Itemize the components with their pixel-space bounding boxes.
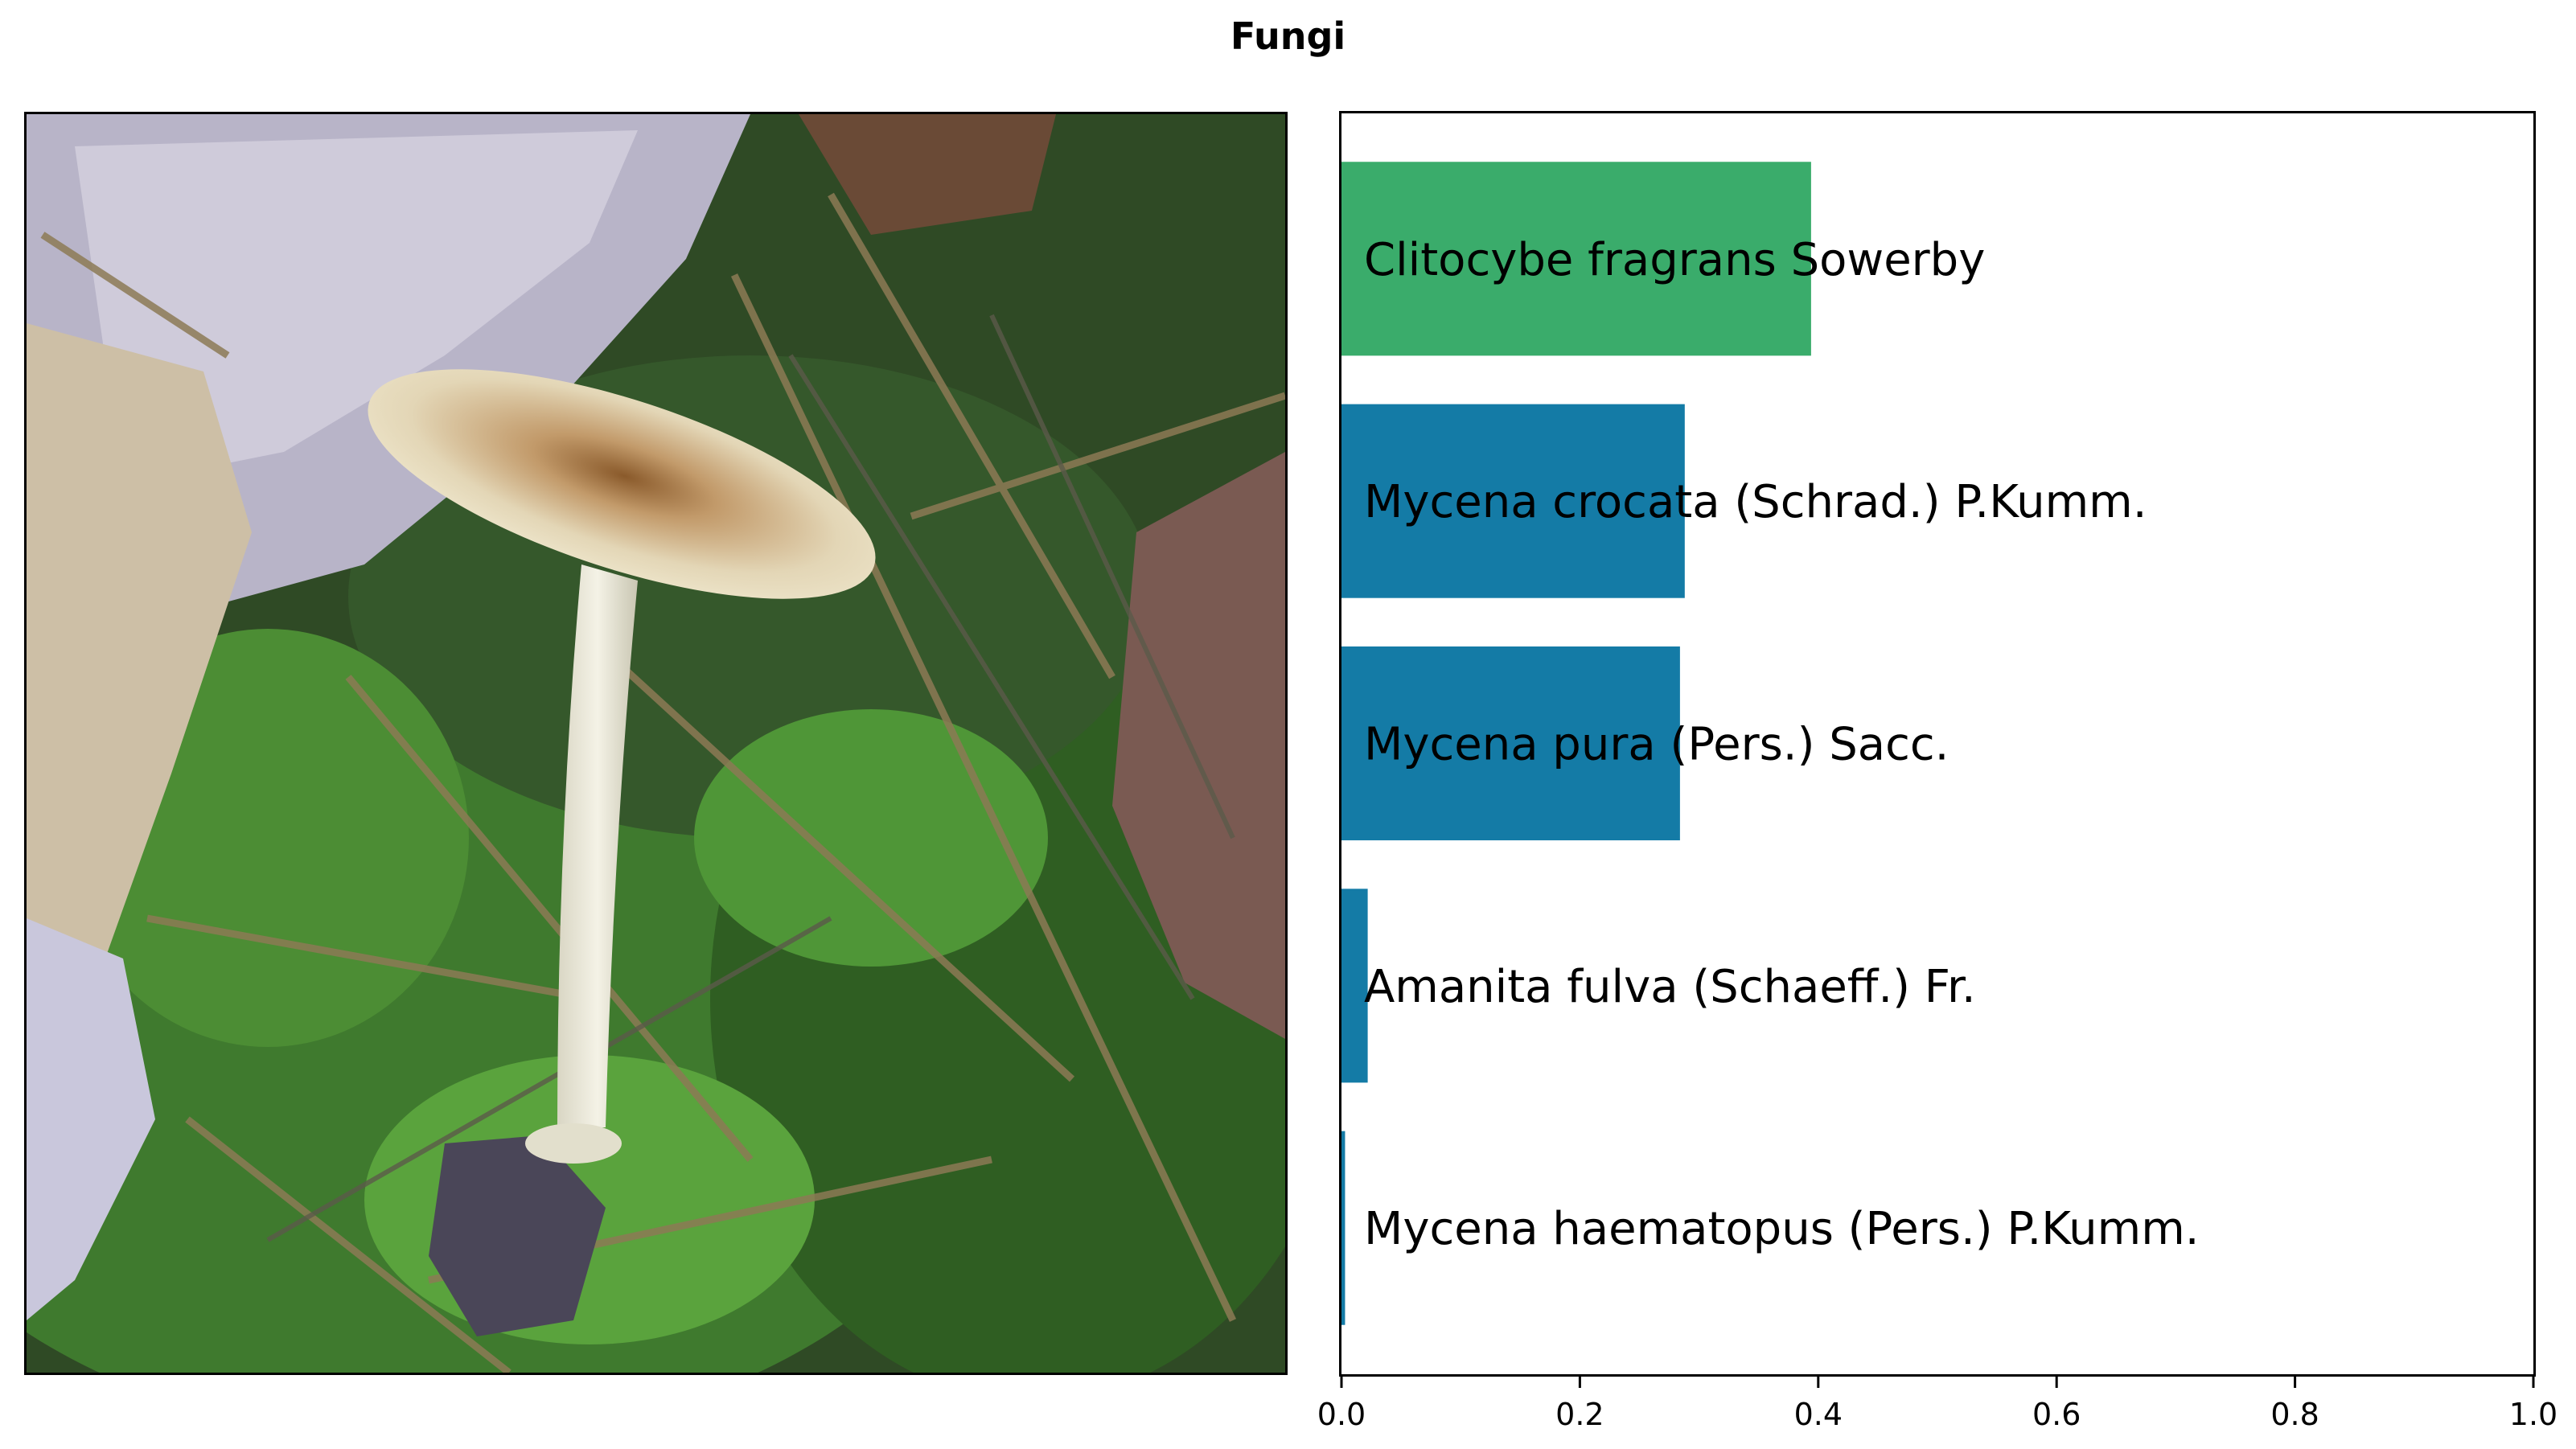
mushroom-photo — [24, 112, 1288, 1375]
bar-4 — [1341, 1131, 1346, 1325]
x-tick-label-3: 0.6 — [2032, 1397, 2081, 1432]
bar-2 — [1341, 646, 1680, 841]
x-tick-label-1: 0.2 — [1555, 1397, 1604, 1432]
bar-0 — [1341, 162, 1811, 356]
x-tick-label-2: 0.4 — [1794, 1397, 1843, 1432]
bar-label-2: Mycena pura (Pers.) Sacc. — [1364, 719, 1949, 771]
bar-label-1: Mycena crocata (Schrad.) P.Kumm. — [1364, 476, 2147, 528]
labels-layer: Clitocybe fragrans Sowerby Mycena crocata… — [1364, 234, 2200, 1255]
bar-3 — [1341, 889, 1368, 1083]
bar-1 — [1341, 404, 1685, 598]
chart-frame — [1339, 111, 2536, 1377]
bars-layer — [1341, 162, 1811, 1325]
photo-illustration — [27, 114, 1285, 1373]
bar-label-3: Amanita fulva (Schaeff.) Fr. — [1364, 961, 1976, 1013]
x-tick-label-4: 0.8 — [2270, 1397, 2319, 1432]
bar-label-4: Mycena haematopus (Pers.) P.Kumm. — [1364, 1203, 2200, 1255]
bar-label-0: Clitocybe fragrans Sowerby — [1364, 234, 1985, 286]
ticks-layer: 0.0 0.2 0.4 0.6 0.8 1.0 — [1317, 1375, 2558, 1432]
x-tick-label-0: 0.0 — [1317, 1397, 1366, 1432]
figure-title: Fungi — [1230, 14, 1346, 58]
x-tick-label-5: 1.0 — [2509, 1397, 2558, 1432]
